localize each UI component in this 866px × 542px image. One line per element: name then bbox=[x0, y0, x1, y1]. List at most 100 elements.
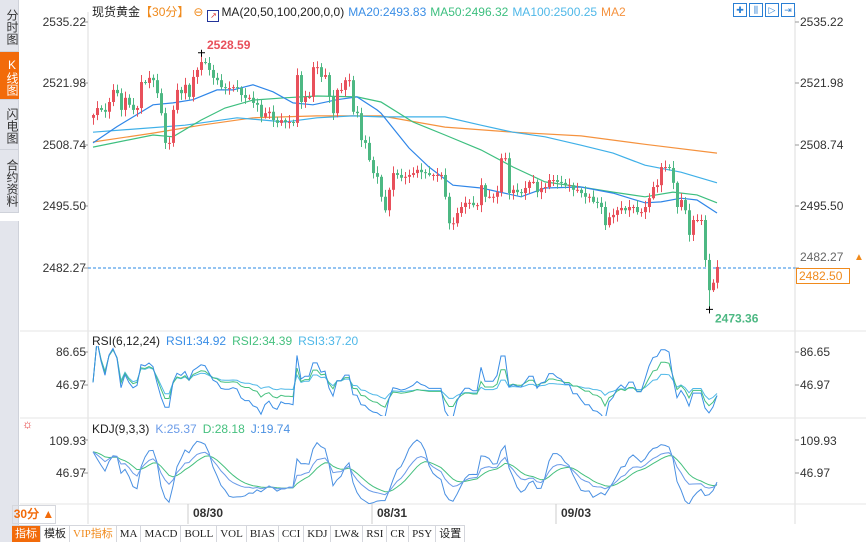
candle-up bbox=[548, 180, 551, 188]
candle-down bbox=[144, 82, 147, 84]
tab-psy[interactable]: PSY bbox=[409, 526, 437, 542]
candle-down bbox=[332, 96, 335, 114]
collapse-icon[interactable]: ⊖ bbox=[193, 5, 204, 19]
candle-down bbox=[604, 207, 607, 226]
kdj-title[interactable]: KDJ(9,3,3) bbox=[92, 422, 150, 436]
candle-up bbox=[324, 75, 327, 77]
sidebar-item-contract-info[interactable]: 合约资料 bbox=[0, 150, 19, 213]
candle-up bbox=[200, 62, 203, 70]
candle-down bbox=[100, 108, 103, 110]
candle-down bbox=[240, 88, 243, 96]
tab-vip-indicators[interactable]: VIP指标 bbox=[70, 526, 117, 542]
kdj-axis-label: 46.97 bbox=[55, 466, 86, 480]
candle-up bbox=[92, 115, 95, 118]
annotations: 2528.59 2473.36 bbox=[198, 38, 759, 325]
kdj-d-value: D:28.18 bbox=[202, 422, 245, 436]
grid bbox=[20, 12, 866, 524]
tab-lw[interactable]: LW& bbox=[331, 526, 364, 542]
ma-params[interactable]: MA(20,50,100,200,0,0) bbox=[221, 5, 345, 19]
candle-up bbox=[632, 207, 635, 209]
zoom-range-icon[interactable]: ⫼ bbox=[749, 3, 763, 17]
candle-up bbox=[628, 207, 631, 211]
candle-up bbox=[416, 169, 419, 174]
candle-down bbox=[216, 77, 219, 81]
candle-down bbox=[672, 167, 675, 183]
candle-down bbox=[596, 201, 599, 203]
tab-ma[interactable]: MA bbox=[117, 526, 142, 542]
candle-up bbox=[716, 266, 719, 283]
candle-up bbox=[476, 205, 479, 207]
candle-up bbox=[288, 121, 291, 123]
period-label[interactable]: 【30分】 bbox=[140, 5, 190, 19]
candle-down bbox=[636, 207, 639, 213]
date-label: 08/30 bbox=[193, 506, 224, 520]
candle-up bbox=[540, 187, 543, 193]
candle-down bbox=[256, 102, 259, 105]
candle-down bbox=[400, 174, 403, 178]
tab-rsi[interactable]: RSI bbox=[363, 526, 388, 542]
jump-end-icon[interactable]: ⇥ bbox=[781, 3, 795, 17]
rsi-title[interactable]: RSI(6,12,24) bbox=[92, 334, 161, 348]
candle-up bbox=[712, 282, 715, 291]
candle-up bbox=[528, 181, 531, 188]
candle-down bbox=[448, 196, 451, 224]
candle-down bbox=[684, 200, 687, 211]
timeframe-selector[interactable]: 30分 ▲ bbox=[12, 505, 56, 524]
tab-bias[interactable]: BIAS bbox=[247, 526, 279, 542]
step-icon[interactable]: ▷ bbox=[765, 3, 779, 17]
candle-up bbox=[388, 189, 391, 211]
candle-down bbox=[688, 210, 691, 235]
candle-down bbox=[580, 189, 583, 194]
candle-up bbox=[412, 173, 415, 175]
candle-up bbox=[112, 89, 115, 103]
candle-down bbox=[592, 196, 595, 202]
rsi-header: RSI(6,12,24) RSI1:34.92 RSI2:34.39 RSI3:37.… bbox=[92, 334, 364, 348]
rsi3-value: RSI3:37.20 bbox=[298, 334, 359, 348]
candle-down bbox=[236, 87, 239, 89]
candle-down bbox=[368, 142, 371, 161]
sidebar-item-timeshare[interactable]: 分时图 bbox=[0, 0, 19, 52]
candle-down bbox=[384, 196, 387, 211]
candle-up bbox=[176, 89, 179, 110]
candle-up bbox=[500, 158, 503, 193]
candle-down bbox=[516, 189, 519, 193]
tab-indicators[interactable]: 指标 bbox=[12, 526, 41, 542]
candles bbox=[92, 52, 719, 310]
candle-down bbox=[120, 93, 123, 110]
chart-toolbar: ✚ ⫼ ▷ ⇥ bbox=[733, 3, 795, 17]
candle-down bbox=[360, 113, 363, 141]
tab-settings[interactable]: 设置 bbox=[436, 526, 466, 542]
settings-sun-icon[interactable]: ☼ bbox=[22, 417, 33, 431]
candle-up bbox=[304, 96, 307, 103]
date-label: 08/31 bbox=[377, 506, 408, 520]
candle-down bbox=[520, 192, 523, 194]
indicator-icon[interactable]: ↗ bbox=[207, 10, 220, 22]
candle-down bbox=[564, 182, 567, 186]
tab-macd[interactable]: MACD bbox=[141, 526, 182, 542]
candle-down bbox=[320, 67, 323, 77]
sidebar-item-flash[interactable]: 闪电图 bbox=[0, 100, 19, 150]
tab-cci[interactable]: CCI bbox=[279, 526, 305, 542]
candle-down bbox=[220, 80, 223, 88]
candle-up bbox=[280, 120, 283, 123]
candle-down bbox=[704, 220, 707, 260]
candle-up bbox=[228, 88, 231, 90]
candle-down bbox=[380, 176, 383, 197]
rsi-axis-label: 46.97 bbox=[55, 378, 86, 392]
tab-kdj[interactable]: KDJ bbox=[304, 526, 332, 542]
candle-up bbox=[296, 75, 299, 123]
tab-boll[interactable]: BOLL bbox=[181, 526, 218, 542]
candle-up bbox=[552, 180, 555, 182]
candle-down bbox=[560, 181, 563, 183]
tab-vol[interactable]: VOL bbox=[217, 526, 247, 542]
candle-down bbox=[508, 158, 511, 194]
sidebar-item-kline[interactable]: K线图 bbox=[0, 52, 19, 100]
crosshair-icon[interactable]: ✚ bbox=[733, 3, 747, 17]
tab-templates[interactable]: 模板 bbox=[41, 526, 70, 542]
candle-up bbox=[468, 202, 471, 204]
candle-down bbox=[252, 97, 255, 103]
candle-up bbox=[692, 220, 695, 235]
tab-cr[interactable]: CR bbox=[387, 526, 410, 542]
candle-up bbox=[404, 176, 407, 178]
